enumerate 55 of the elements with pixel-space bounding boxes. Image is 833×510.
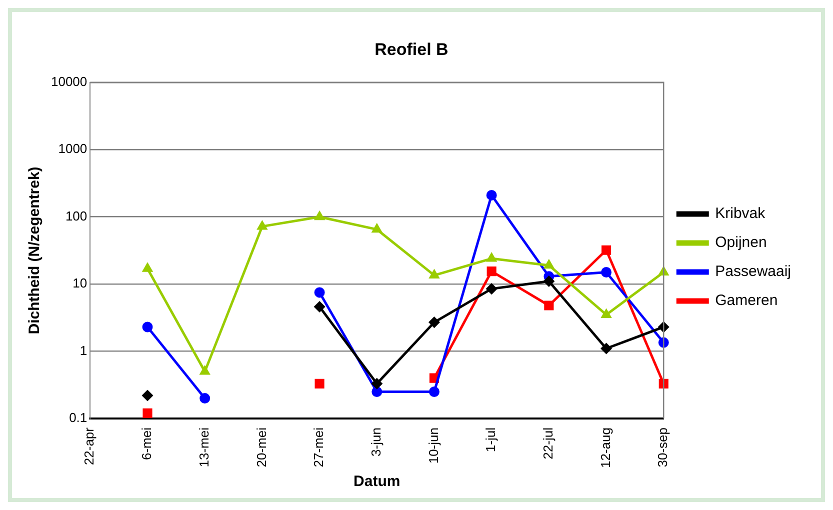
point (658, 378, 668, 388)
point (257, 221, 267, 230)
point (544, 300, 554, 310)
point (658, 337, 669, 348)
point (658, 322, 669, 332)
point (314, 301, 325, 312)
point (314, 212, 324, 220)
x-tick-label: 6-mei (139, 427, 154, 460)
point (428, 317, 440, 328)
x-tick-label: 12-aug (598, 428, 613, 468)
point (314, 287, 325, 298)
point (601, 245, 612, 255)
y-tick-label: 10000 (50, 74, 88, 89)
point (486, 284, 497, 294)
point (428, 386, 440, 398)
point (601, 266, 612, 278)
y-axis-title: Dichtheid (N/zegentrek) (26, 166, 44, 334)
y-tick-label: 10 (72, 276, 88, 291)
point (142, 322, 153, 332)
point (142, 263, 152, 272)
y-tick-label: 1000 (58, 141, 88, 156)
legend-label: Passewaaij (715, 263, 792, 280)
point (602, 309, 611, 318)
x-axis-title: Datum (354, 473, 400, 490)
point (601, 343, 612, 354)
x-tick-label: 20-mei (254, 427, 269, 468)
point (486, 190, 497, 200)
point (544, 276, 554, 287)
point (486, 266, 496, 276)
point (658, 266, 668, 276)
x-tick-label: 27-mei (311, 427, 326, 468)
x-tick-label: 10-jun (426, 428, 441, 464)
y-tick-label: 1 (80, 342, 88, 358)
x-tick-label: 30-sep (655, 428, 670, 468)
point (142, 408, 152, 418)
point (544, 260, 554, 269)
y-tick-label: 0.1 (69, 410, 88, 426)
x-tick-label: 1-jul (483, 427, 498, 452)
point (486, 253, 496, 262)
x-tick-label: 13-mei (196, 427, 212, 468)
chart-title: Reofiel B (374, 40, 448, 59)
legend-label: Kribvak (715, 205, 766, 222)
point (200, 393, 210, 404)
point (200, 366, 210, 375)
point (372, 378, 382, 389)
point (372, 386, 382, 398)
x-tick-label: 3-jun (368, 428, 384, 456)
legend-label: Gameren (715, 292, 778, 310)
legend-label: Opijnen (715, 234, 767, 252)
point (372, 224, 382, 233)
x-tick-label: 22-jul (540, 427, 556, 460)
point (314, 378, 324, 388)
x-tick-label: 22-apr (82, 426, 97, 466)
y-tick-label: 100 (65, 208, 88, 224)
point (142, 390, 153, 401)
